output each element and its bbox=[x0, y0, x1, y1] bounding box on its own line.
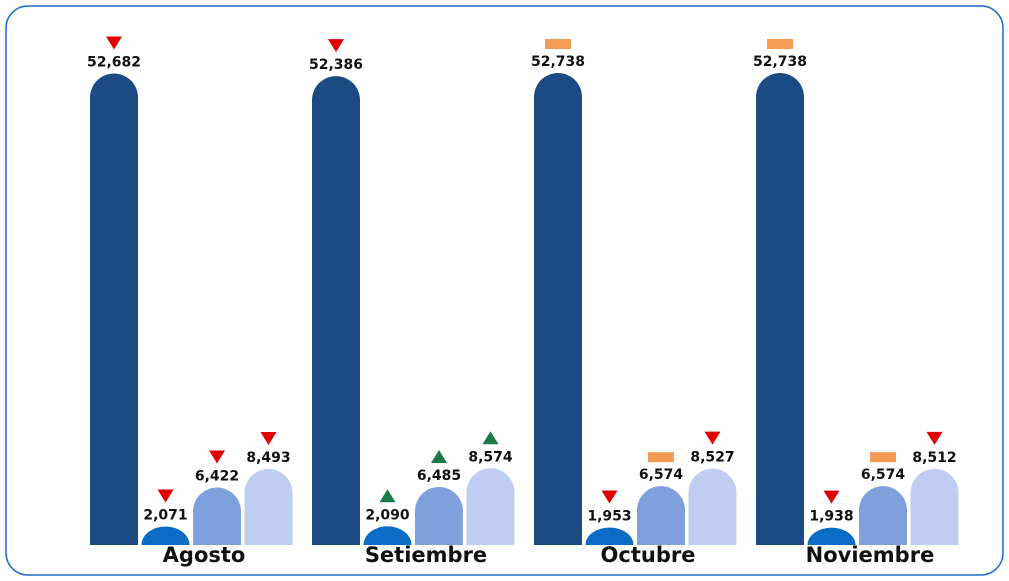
trend-same bbox=[870, 452, 896, 463]
value-label: 1,938 bbox=[809, 509, 853, 525]
bar bbox=[637, 486, 685, 545]
bar bbox=[90, 73, 138, 545]
trend-same bbox=[767, 39, 793, 49]
x-tick-label: Noviembre bbox=[806, 543, 935, 567]
value-label: 6,574 bbox=[861, 467, 906, 483]
trend-down bbox=[328, 39, 344, 53]
value-label: 6,422 bbox=[195, 469, 239, 485]
bar bbox=[534, 73, 582, 545]
value-label: 8,527 bbox=[690, 450, 734, 466]
trend-down bbox=[601, 490, 618, 504]
value-label: 8,493 bbox=[246, 450, 290, 466]
value-label: 6,574 bbox=[639, 467, 684, 483]
trend-down bbox=[106, 36, 122, 50]
x-tick-label: Setiembre bbox=[365, 543, 487, 567]
trend-down bbox=[260, 431, 277, 445]
value-label: 8,512 bbox=[912, 450, 956, 466]
trend-up bbox=[482, 431, 499, 445]
x-tick-label: Octubre bbox=[601, 543, 696, 567]
bar bbox=[193, 487, 241, 545]
trend-down bbox=[926, 431, 943, 445]
value-label: 1,953 bbox=[587, 509, 631, 525]
value-label: 6,485 bbox=[417, 468, 461, 484]
bar bbox=[756, 73, 804, 545]
value-label: 52,386 bbox=[309, 57, 363, 73]
bar bbox=[415, 486, 463, 545]
trend-down bbox=[209, 450, 225, 464]
bar bbox=[910, 468, 959, 545]
bar bbox=[466, 468, 515, 545]
bar bbox=[688, 468, 737, 545]
value-label: 2,071 bbox=[143, 507, 187, 523]
bar bbox=[141, 526, 190, 545]
trend-same bbox=[545, 39, 571, 49]
bar bbox=[244, 468, 293, 545]
trend-down bbox=[823, 490, 840, 504]
bar bbox=[363, 526, 412, 545]
bar bbox=[859, 486, 907, 545]
trend-up bbox=[431, 449, 447, 463]
value-label: 52,738 bbox=[531, 54, 585, 70]
bar bbox=[807, 527, 856, 545]
value-label: 52,738 bbox=[753, 54, 807, 70]
trend-same bbox=[648, 452, 674, 463]
value-label: 2,090 bbox=[365, 507, 410, 523]
x-tick-label: Agosto bbox=[163, 543, 246, 567]
value-label: 52,682 bbox=[87, 55, 141, 71]
value-label: 8,574 bbox=[468, 449, 513, 465]
card bbox=[5, 5, 1004, 576]
bar bbox=[585, 527, 634, 545]
bar bbox=[312, 76, 360, 545]
trend-down bbox=[157, 489, 174, 503]
trend-up bbox=[379, 489, 396, 503]
trend-down bbox=[704, 431, 721, 445]
